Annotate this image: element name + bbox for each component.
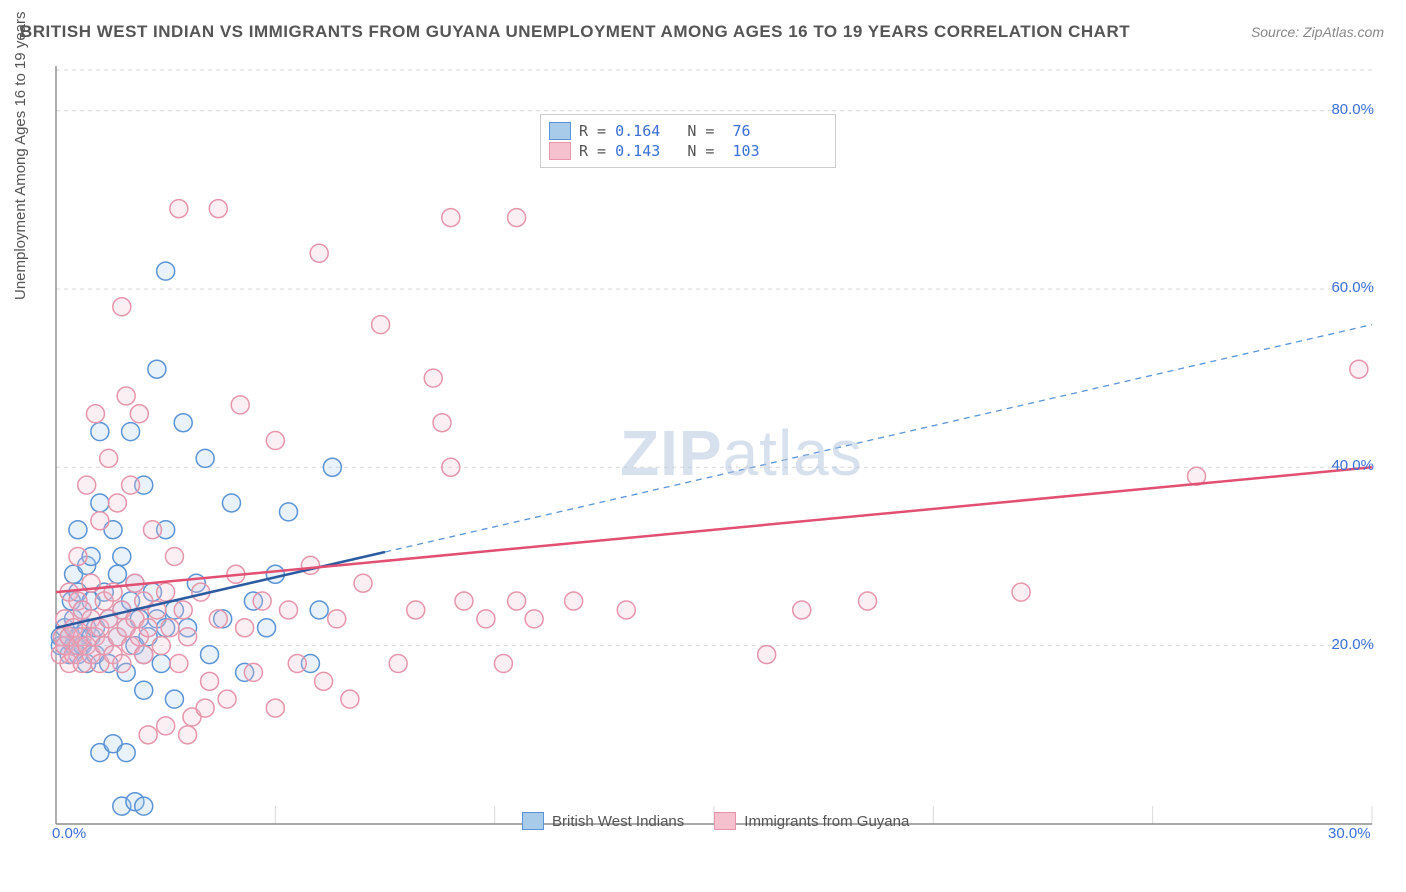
watermark-a: ZIP — [620, 417, 723, 489]
legend-stat-text: R = 0.143 N = 103 — [579, 142, 760, 160]
swatch-icon — [549, 142, 571, 160]
legend-series-label: British West Indians — [552, 813, 684, 830]
y-tick-label: 60.0% — [1331, 279, 1374, 296]
x-tick-label: 0.0% — [52, 825, 86, 842]
legend-series-item: British West Indians — [522, 812, 684, 830]
swatch-icon — [549, 122, 571, 140]
y-axis-label: Unemployment Among Ages 16 to 19 years — [12, 11, 29, 300]
legend-stats-row: R = 0.164 N = 76 — [549, 122, 827, 140]
y-tick-label: 40.0% — [1331, 457, 1374, 474]
legend-series-item: Immigrants from Guyana — [714, 812, 909, 830]
legend-stat-text: R = 0.164 N = 76 — [579, 122, 751, 140]
chart: ZIPatlas R = 0.164 N = 76 R = 0.143 N = 1… — [50, 56, 1382, 838]
y-tick-label: 80.0% — [1331, 101, 1374, 118]
x-tick-label: 30.0% — [1328, 825, 1371, 842]
legend-stats: R = 0.164 N = 76 R = 0.143 N = 103 — [540, 114, 836, 168]
legend-series: British West Indians Immigrants from Guya… — [522, 812, 909, 830]
watermark-b: atlas — [723, 417, 863, 489]
y-tick-label: 20.0% — [1331, 636, 1374, 653]
chart-title: BRITISH WEST INDIAN VS IMMIGRANTS FROM G… — [20, 22, 1130, 42]
legend-stats-row: R = 0.143 N = 103 — [549, 142, 827, 160]
legend-series-label: Immigrants from Guyana — [744, 813, 909, 830]
source-note: Source: ZipAtlas.com — [1251, 24, 1384, 40]
swatch-icon — [522, 812, 544, 830]
watermark: ZIPatlas — [620, 416, 863, 490]
swatch-icon — [714, 812, 736, 830]
